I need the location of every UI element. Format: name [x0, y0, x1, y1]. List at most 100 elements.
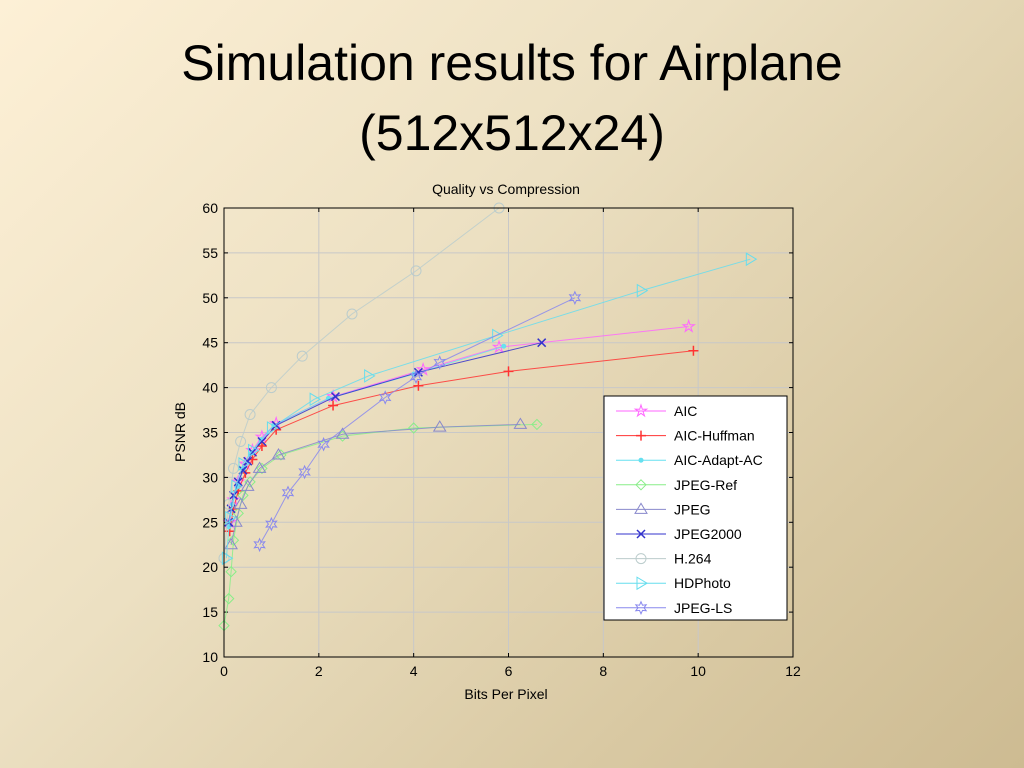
legend-label: JPEG-LS	[674, 600, 732, 616]
jpeg-ls-point	[265, 516, 278, 532]
series-aic-adapt-ac	[226, 343, 507, 530]
y-tick-label: 35	[202, 425, 218, 441]
y-tick-label: 30	[202, 469, 218, 485]
legend-marker	[636, 576, 648, 591]
jpeg-ls-point	[253, 537, 266, 553]
axis-ticks: 0 2 4 6 8 10 12 10 15 20 25 30 35 40 45 50 55 60	[202, 200, 801, 679]
jpeg-point	[224, 537, 238, 550]
series-jpeg-ls	[253, 290, 582, 553]
aic-point	[415, 361, 431, 376]
plot-frame	[223, 207, 794, 658]
jpeg-ref-point	[531, 418, 543, 431]
h-264-point	[265, 382, 277, 394]
jpeg-ls-point	[317, 436, 330, 452]
y-tick-label: 55	[202, 245, 218, 261]
hdphoto-point	[221, 551, 234, 566]
legend-marker	[635, 479, 647, 491]
legend-item-hdphoto: HDPhoto	[616, 575, 731, 591]
hdphoto-point	[266, 421, 279, 435]
series-hdphoto	[221, 252, 758, 566]
hdphoto-point	[745, 252, 758, 267]
jpeg2000-point	[243, 456, 253, 466]
aic-huffman-point	[328, 400, 339, 411]
legend-label: HDPhoto	[674, 575, 731, 591]
jpeg-ls-point	[409, 369, 423, 385]
jpeg-ls-point	[378, 390, 392, 405]
jpeg2000-point	[413, 367, 423, 377]
h-264-point	[296, 350, 308, 362]
slide-title: Simulation results for Airplane (512x512…	[0, 28, 1024, 168]
legend-marker	[633, 403, 649, 418]
x-tick-label: 4	[410, 663, 418, 679]
aic-adapt-ac-point	[501, 343, 507, 349]
series-jpeg	[224, 417, 528, 550]
series-layer	[218, 202, 758, 632]
jpeg2000-line	[228, 342, 542, 523]
legend-label: AIC-Adapt-AC	[674, 452, 763, 468]
legend-item-jpeg2000: JPEG2000	[616, 526, 742, 542]
legend-label: JPEG-Ref	[674, 477, 737, 493]
hdphoto-point	[225, 510, 237, 525]
h-264-point	[346, 308, 358, 320]
hdphoto-point	[238, 457, 250, 471]
jpeg-point	[271, 447, 286, 460]
jpeg2000-point	[537, 338, 547, 348]
jpeg-ls-point	[568, 290, 582, 306]
y-tick-label: 45	[202, 335, 218, 351]
x-axis-label: Bits Per Pixel	[464, 686, 547, 702]
jpeg-ref-point	[227, 534, 240, 546]
jpeg2000-point	[330, 392, 340, 402]
jpeg-ls-point	[433, 355, 446, 370]
jpeg-point	[335, 427, 350, 439]
legend-item-aic: AIC	[616, 403, 697, 419]
legend: AIC AIC-Huffman AIC-Adapt-AC JPEG-Ref JPEG JP…	[603, 395, 788, 621]
aic-huffman-point	[688, 345, 699, 356]
slide-title-line2: (512x512x24)	[359, 105, 665, 161]
y-tick-label: 15	[202, 604, 218, 620]
jpeg-point	[240, 479, 255, 491]
x-tick-label: 2	[315, 663, 323, 679]
legend-label: AIC-Huffman	[674, 428, 755, 444]
h-264-line	[223, 207, 500, 559]
legend-item-jpeg: JPEG	[616, 501, 711, 517]
legend-label: H.264	[674, 551, 712, 567]
jpeg-point	[513, 417, 528, 429]
legend-label: JPEG	[674, 501, 711, 517]
legend-item-jpeg-ref: JPEG-Ref	[616, 477, 737, 493]
jpeg-line	[230, 423, 521, 545]
hdphoto-point	[309, 392, 322, 407]
jpeg-point	[432, 420, 447, 432]
legend-item-h-264: H.264	[616, 551, 712, 567]
aic-point	[681, 318, 696, 333]
jpeg-point	[228, 515, 243, 527]
jpeg-point	[233, 497, 248, 509]
jpeg-ls-point	[298, 464, 311, 480]
x-tick-label: 6	[505, 663, 513, 679]
x-tick-label: 0	[220, 663, 228, 679]
slide-title-line1: Simulation results for Airplane	[181, 35, 843, 91]
y-tick-label: 25	[202, 514, 218, 530]
y-tick-label: 20	[202, 559, 218, 575]
jpeg-point	[252, 461, 267, 473]
jpeg-ref-point	[223, 592, 235, 605]
aic-huffman-point	[413, 380, 424, 391]
jpeg2000-point	[233, 477, 243, 487]
h-264-point	[410, 265, 422, 277]
jpeg2000-point	[228, 490, 239, 500]
y-tick-label: 40	[202, 380, 218, 396]
jpeg-ref-point	[407, 422, 420, 434]
legend-marker	[636, 529, 646, 539]
legend-label: AIC	[674, 403, 697, 419]
legend-label: JPEG2000	[674, 526, 742, 542]
legend-marker	[634, 502, 648, 514]
y-axis-label: PSNR dB	[172, 402, 188, 462]
hdphoto-point	[231, 479, 243, 494]
legend-marker	[634, 600, 648, 616]
jpeg-ref-point	[244, 476, 256, 488]
legend-box	[603, 395, 788, 621]
y-tick-label: 10	[202, 649, 218, 665]
aic-huffman-point	[503, 366, 514, 377]
y-tick-label: 50	[202, 290, 218, 306]
legend-item-aic-adapt-ac: AIC-Adapt-AC	[616, 452, 763, 468]
series-h-264	[218, 202, 505, 564]
